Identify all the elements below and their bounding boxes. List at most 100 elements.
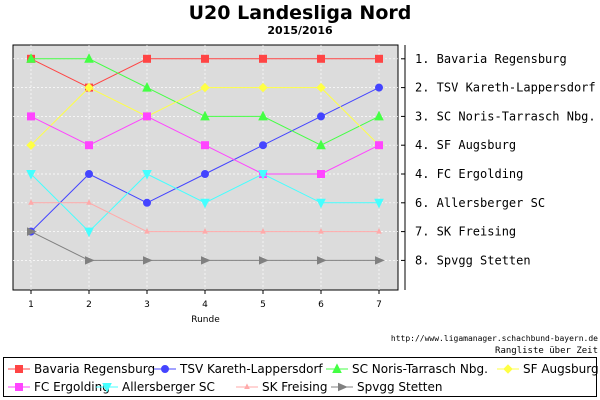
ranking-label-6: 6. Allersberger SC <box>415 196 545 210</box>
legend-label-6: Allersberger SC <box>122 380 215 394</box>
point-1-4 <box>201 54 209 63</box>
point-7-3 <box>144 227 150 234</box>
point-5-7 <box>375 141 383 150</box>
point-4-6 <box>316 82 326 93</box>
point-8-4 <box>201 256 211 265</box>
legend-item-6: Allersberger SC <box>96 378 215 396</box>
point-8-5 <box>259 256 269 265</box>
source-url: http://www.ligamanager.schachbund-bayern… <box>390 334 598 343</box>
point-8-1 <box>27 227 37 236</box>
x-axis-label: Runde <box>191 315 220 325</box>
legend-item-1: Bavaria Regensburg <box>8 360 155 378</box>
point-3-5 <box>258 110 268 121</box>
legend-item-3: SC Noris-Tarrasch Nbg. <box>326 360 488 378</box>
ranking-label-4: 4. SF Augsburg <box>415 138 516 152</box>
point-2-4 <box>201 170 209 178</box>
point-7-7 <box>376 227 382 234</box>
point-6-7 <box>374 198 384 209</box>
chart-title: U20 Landesliga Nord <box>188 2 412 24</box>
x-axis: 1 2 3 4 5 6 7 Runde <box>28 290 382 325</box>
series-2 <box>27 83 383 236</box>
point-2-7 <box>375 83 383 92</box>
point-1-3 <box>143 54 151 63</box>
point-7-2 <box>86 199 92 205</box>
legend-item-5: FC Ergolding <box>8 378 110 396</box>
legend-marker-4 <box>503 364 513 374</box>
legend-item-7: SK Freising <box>236 378 328 396</box>
point-8-2 <box>85 256 95 265</box>
point-1-5 <box>259 54 267 63</box>
legend-swatch-5 <box>8 383 30 391</box>
point-4-5 <box>258 82 268 93</box>
legend-swatch-2 <box>154 365 176 373</box>
point-8-7 <box>375 256 385 265</box>
point-5-1 <box>27 112 35 121</box>
point-7-1 <box>28 199 34 205</box>
x-tick-label-1: 1 <box>28 300 34 310</box>
ranking-label-7: 7. SK Freising <box>415 225 516 239</box>
legend-label-2: TSV Kareth-Lappersdorf <box>180 362 323 376</box>
point-4-1 <box>26 140 36 150</box>
point-3-1 <box>26 53 36 63</box>
legend-marker-8 <box>338 382 348 392</box>
point-8-6 <box>317 256 327 265</box>
legend-marker-3 <box>332 363 342 373</box>
plot-area <box>12 44 399 291</box>
ranking-label-2: 2. TSV Kareth-Lappersdorf <box>415 81 596 95</box>
series-8 <box>27 227 385 265</box>
legend-swatch-6 <box>96 383 118 393</box>
point-7-4 <box>202 227 208 234</box>
point-6-4 <box>200 198 210 209</box>
ranking-label-3: 3. SC Noris-Tarrasch Nbg. <box>415 109 596 123</box>
ranking-label-1: 1. Bavaria Regensburg <box>415 52 567 66</box>
point-1-6 <box>317 54 325 63</box>
ranking-label-5: 4. FC Ergolding <box>415 167 523 181</box>
point-6-2 <box>84 227 94 238</box>
point-6-6 <box>316 198 326 209</box>
legend-label-3: SC Noris-Tarrasch Nbg. <box>352 362 488 376</box>
point-3-2 <box>84 53 94 63</box>
legend-marker-1 <box>15 365 23 373</box>
point-3-4 <box>200 110 210 121</box>
point-2-2 <box>85 170 93 178</box>
x-tick-label-6: 6 <box>318 300 324 310</box>
point-3-3 <box>142 81 152 92</box>
point-7-5 <box>260 227 266 234</box>
chart-subtitle: 2015/2016 <box>267 24 333 37</box>
legend-marker-6 <box>102 383 112 393</box>
point-6-3 <box>142 170 152 180</box>
legend-label-5: FC Ergolding <box>34 380 110 394</box>
point-5-6 <box>317 170 325 178</box>
ranking-axis: 1. Bavaria Regensburg 2. TSV Kareth-Lappe… <box>401 45 596 290</box>
legend-label-1: Bavaria Regensburg <box>34 362 156 376</box>
x-tick-label-5: 5 <box>260 300 266 310</box>
legend-label-4: SF Augsburg <box>523 362 599 376</box>
point-2-6 <box>317 112 325 121</box>
legend-swatch-8 <box>331 382 353 392</box>
point-5-2 <box>85 141 93 150</box>
point-4-2 <box>84 82 94 93</box>
point-2-5 <box>259 141 267 150</box>
point-4-4 <box>200 82 210 93</box>
x-tick-label-3: 3 <box>144 300 150 310</box>
point-3-7 <box>374 110 384 121</box>
series-6 <box>26 170 384 238</box>
legend-swatch-1 <box>8 365 30 373</box>
point-1-7 <box>375 54 383 63</box>
x-tick-label-2: 2 <box>86 300 92 310</box>
point-7-6 <box>318 227 324 234</box>
x-tick-label-7: 7 <box>376 300 382 310</box>
series-7 <box>28 199 382 234</box>
legend-marker-5 <box>15 383 23 391</box>
legend-swatch-7 <box>236 383 258 389</box>
chart-legend: Bavaria Regensburg TSV Kareth-Lappersdorf… <box>3 357 599 397</box>
point-5-4 <box>201 141 209 150</box>
point-2-3 <box>143 198 151 207</box>
legend-label-8: Spvgg Stetten <box>357 380 443 394</box>
legend-label-7: SK Freising <box>262 380 328 394</box>
legend-item-4: SF Augsburg <box>497 360 599 378</box>
series-3 <box>26 53 384 150</box>
legend-item-8: Spvgg Stetten <box>331 378 443 396</box>
point-5-3 <box>143 112 151 121</box>
